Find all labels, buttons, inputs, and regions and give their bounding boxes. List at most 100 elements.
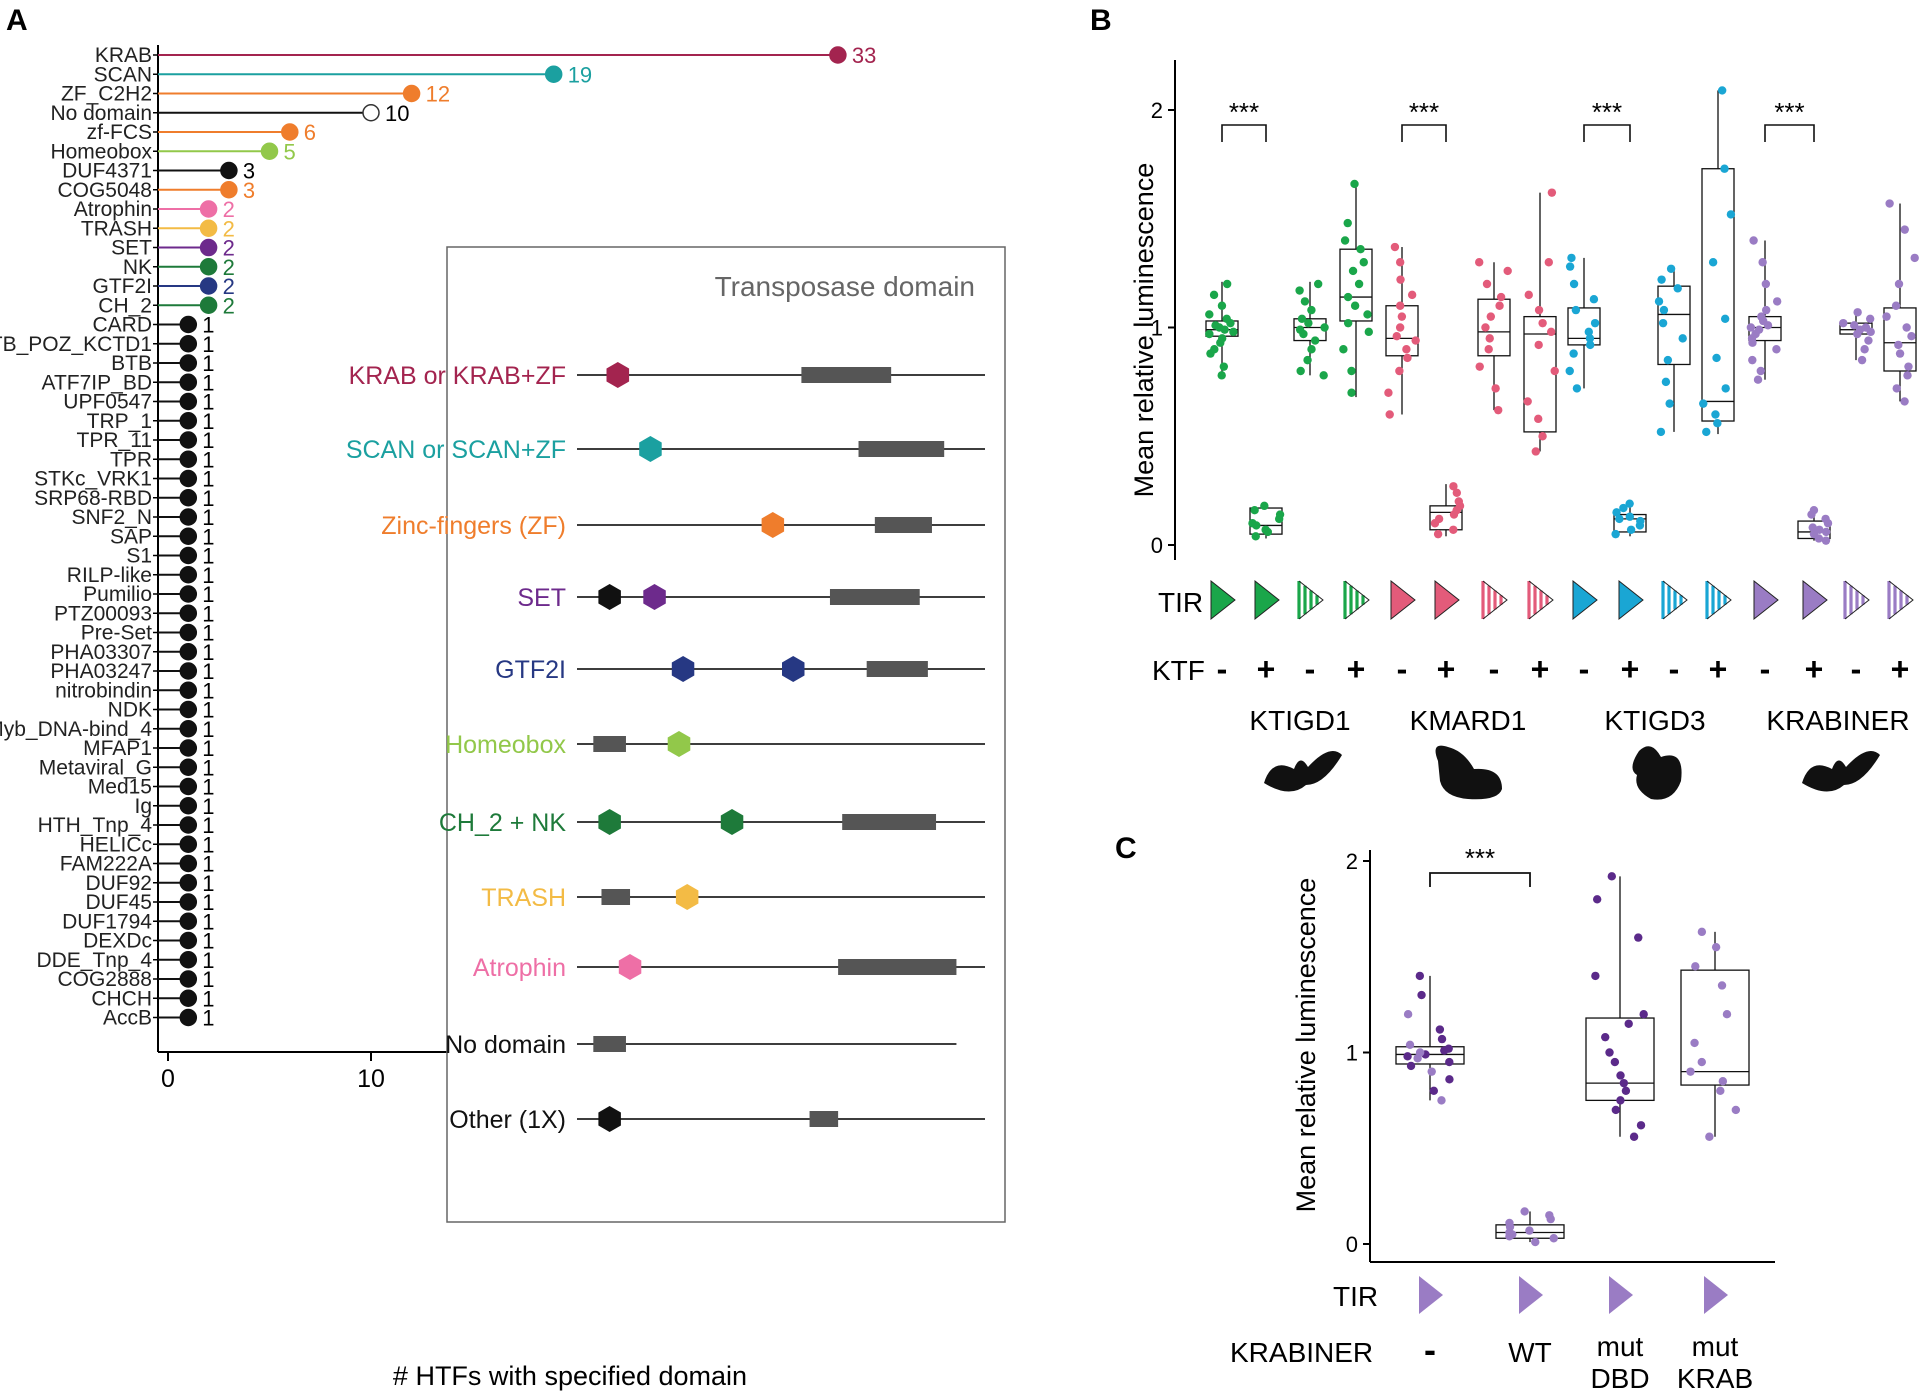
c-box bbox=[1395, 1046, 1465, 1065]
a-legend-hexagon bbox=[643, 584, 666, 610]
b-data-point bbox=[1210, 345, 1219, 354]
a-dot bbox=[179, 489, 198, 507]
b-data-point bbox=[1619, 503, 1628, 513]
c-data-point bbox=[1611, 1105, 1621, 1115]
b-ktf-sign: + bbox=[1347, 651, 1366, 687]
b-data-point bbox=[1584, 327, 1594, 337]
a-dot bbox=[362, 104, 380, 122]
b-tir-striped-triangle bbox=[1843, 580, 1870, 620]
b-y-axis-label: Mean relative luminescence bbox=[1129, 163, 1159, 498]
a-category-label: Myb_DNA-bind_4 bbox=[0, 718, 152, 741]
b-data-point bbox=[1546, 327, 1556, 337]
b-data-point bbox=[1625, 499, 1634, 508]
b-data-point bbox=[1761, 305, 1771, 315]
b-bat-icon bbox=[1264, 751, 1342, 792]
c-data-point bbox=[1636, 1121, 1646, 1130]
b-data-point bbox=[1248, 519, 1257, 528]
b-data-point bbox=[1749, 236, 1758, 245]
b-data-point bbox=[1310, 336, 1320, 345]
b-data-point bbox=[1860, 345, 1869, 354]
b-data-point bbox=[1296, 366, 1305, 376]
b-data-point bbox=[1261, 525, 1270, 534]
c-tir-triangle bbox=[1419, 1276, 1443, 1314]
a-dot bbox=[199, 258, 218, 276]
a-value-label: 2 bbox=[223, 216, 235, 241]
a-value-label: 1 bbox=[202, 621, 214, 646]
a-legend-label: CH_2 + NK bbox=[439, 809, 566, 837]
b-data-point bbox=[1531, 447, 1540, 456]
a-dot bbox=[179, 354, 198, 372]
c-data-point bbox=[1520, 1207, 1529, 1216]
a-legend-hexagon bbox=[671, 656, 695, 682]
a-dot bbox=[179, 758, 198, 776]
a-category-label: nitrobindin bbox=[55, 679, 152, 702]
panel-c-boxplot: Mean relative luminescence TIR KRABINER … bbox=[1230, 843, 1775, 1394]
b-data-point bbox=[1295, 286, 1304, 295]
a-dot bbox=[179, 681, 198, 699]
b-data-point bbox=[1433, 529, 1443, 539]
b-tir-solid-triangle bbox=[1210, 579, 1236, 621]
a-dot bbox=[179, 970, 198, 988]
b-data-point bbox=[1359, 258, 1368, 267]
b-tir-outline bbox=[1298, 580, 1324, 620]
b-data-point bbox=[1538, 432, 1547, 441]
c-y-axis-label: Mean relative luminescence bbox=[1291, 878, 1321, 1213]
b-ktf-sign: - bbox=[1305, 651, 1316, 687]
b-data-point bbox=[1229, 327, 1238, 337]
c-data-point bbox=[1445, 1057, 1454, 1067]
c-data-point bbox=[1605, 1048, 1614, 1057]
c-data-point bbox=[1716, 1086, 1725, 1096]
a-value-label: 1 bbox=[202, 813, 214, 838]
b-data-point bbox=[1407, 290, 1417, 300]
a-category-label: KRAB bbox=[95, 44, 152, 67]
b-data-point bbox=[1523, 397, 1532, 406]
a-dot bbox=[220, 181, 238, 199]
a-category-label: Metaviral_G bbox=[39, 756, 152, 779]
c-data-point bbox=[1545, 1211, 1554, 1220]
a-category-label: UPF0547 bbox=[63, 391, 152, 414]
b-data-point bbox=[1320, 323, 1329, 332]
b-data-point bbox=[1654, 297, 1664, 306]
a-value-label: 1 bbox=[202, 601, 214, 626]
b-data-point bbox=[1720, 314, 1730, 323]
c-data-point bbox=[1549, 1234, 1558, 1243]
a-category-label: CHCH bbox=[91, 987, 152, 1010]
c-data-point bbox=[1686, 1067, 1695, 1076]
a-dot bbox=[179, 623, 198, 642]
a-category-label: S1 bbox=[126, 545, 152, 568]
b-tir-striped-triangle bbox=[1661, 580, 1688, 620]
a-category-label: Ig bbox=[134, 795, 152, 818]
c-data-point bbox=[1525, 1226, 1534, 1235]
b-data-point bbox=[1585, 334, 1595, 343]
a-category-label: NDK bbox=[108, 699, 152, 722]
b-tir-striped-triangle bbox=[1887, 580, 1914, 620]
a-category-label: SRP68-RBD bbox=[34, 487, 152, 510]
a-category-label: HELICc bbox=[80, 833, 152, 856]
a-x-tick-label: 0 bbox=[161, 1065, 175, 1093]
a-value-label: 1 bbox=[202, 544, 214, 569]
b-data-point bbox=[1821, 536, 1831, 545]
b-data-point bbox=[1569, 279, 1579, 289]
a-category-label: COG2888 bbox=[57, 968, 152, 991]
b-data-point bbox=[1524, 290, 1533, 300]
a-category-label: GTF2I bbox=[92, 275, 152, 298]
b-data-point bbox=[1217, 301, 1227, 310]
b-data-point bbox=[1534, 340, 1543, 350]
c-tir-label: TIR bbox=[1333, 1281, 1378, 1312]
c-data-point bbox=[1616, 1096, 1625, 1105]
c-significance-stars: *** bbox=[1465, 843, 1495, 873]
b-data-point bbox=[1411, 336, 1420, 345]
b-data-point bbox=[1534, 305, 1544, 315]
a-dot bbox=[544, 65, 563, 83]
b-data-point bbox=[1395, 323, 1405, 332]
b-tir-solid-triangle bbox=[1254, 579, 1280, 621]
a-value-label: 1 bbox=[202, 967, 214, 992]
b-data-point bbox=[1572, 384, 1582, 393]
a-dot bbox=[179, 797, 198, 815]
b-tir-outline bbox=[1844, 580, 1870, 620]
a-category-label: STKc_VRK1 bbox=[34, 468, 152, 491]
b-significance-stars: *** bbox=[1592, 97, 1622, 127]
a-category-label: NK bbox=[123, 256, 152, 279]
a-value-label: 2 bbox=[223, 274, 235, 299]
a-dot bbox=[179, 585, 198, 603]
